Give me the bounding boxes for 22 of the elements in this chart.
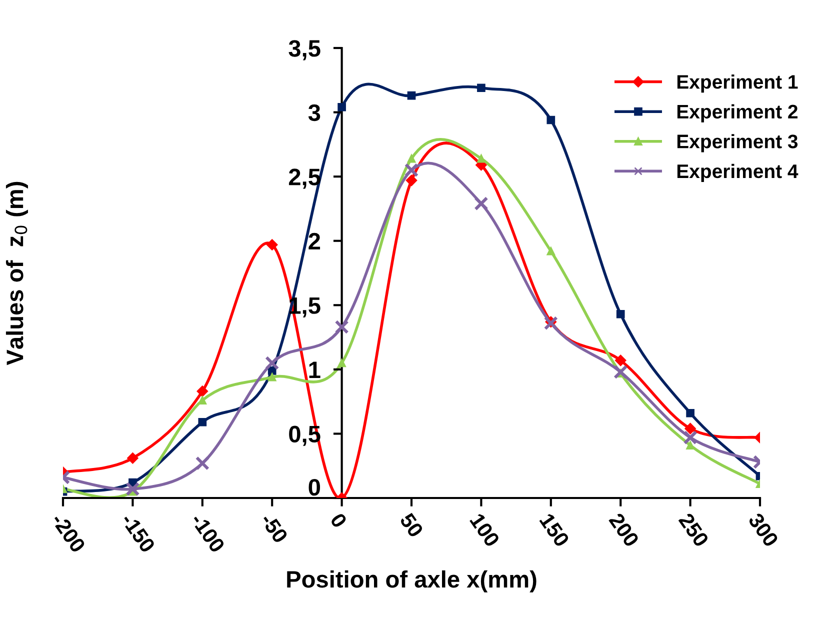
x-tick-label: 100: [469, 512, 500, 548]
x-tick-label: 0: [330, 512, 348, 529]
y-axis-title: Values of z$_{0}$ (m): [6, 182, 28, 366]
x-axis-title: Position of axle x(mm): [287, 570, 536, 592]
legend-label: Experiment 2: [677, 104, 798, 122]
legend-label: Experiment 3: [677, 134, 798, 152]
y-tick-label: 2: [308, 232, 320, 250]
y-tick-label: 0: [308, 478, 320, 496]
y-tick-label: 3,5: [288, 40, 320, 60]
legend-label: Experiment 1: [677, 74, 798, 93]
x-tick-label: 300: [748, 512, 779, 548]
y-tick-label: 1: [309, 362, 320, 378]
x-tick-label: 150: [539, 512, 570, 548]
y-tick-label: 3: [308, 104, 320, 122]
x-tick-label: -200: [50, 512, 86, 554]
x-tick-label: 250: [678, 512, 710, 548]
x-tick-label: -150: [120, 512, 156, 554]
x-tick-label: 50: [399, 512, 424, 538]
x-tick-label: -50: [260, 512, 288, 544]
x-tick-label: 200: [608, 512, 640, 548]
x-tick-label: -100: [190, 512, 226, 554]
legend-label: Experiment 4: [677, 164, 798, 182]
